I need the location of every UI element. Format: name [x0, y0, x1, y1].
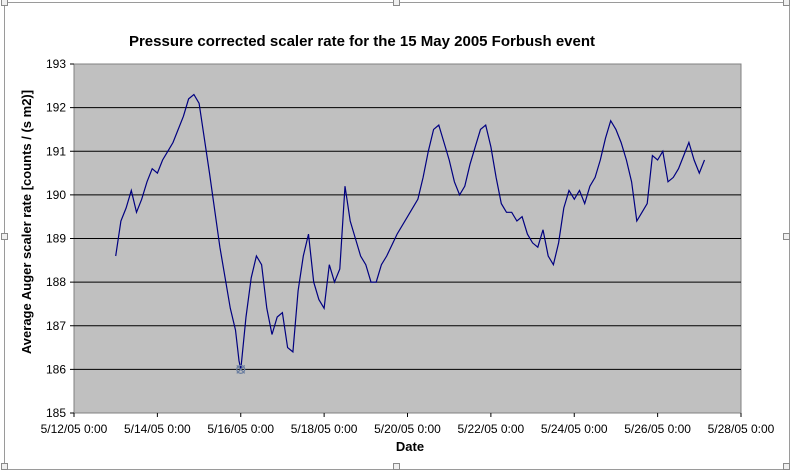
resize-handle-bottom-center[interactable] — [393, 463, 400, 470]
resize-handle-top-left[interactable] — [1, 0, 8, 6]
x-tick-label: 5/14/05 0:00 — [124, 422, 191, 436]
x-axis-title: Date — [396, 439, 424, 454]
x-tick-label: 5/24/05 0:00 — [541, 422, 608, 436]
resize-handle-middle-right[interactable] — [783, 233, 790, 240]
y-tick-label: 187 — [46, 319, 66, 333]
x-tick-label: 5/18/05 0:00 — [291, 422, 358, 436]
series-line[interactable] — [115, 93, 706, 370]
y-tick-label: 191 — [46, 144, 66, 158]
resize-handle-top-right[interactable] — [783, 0, 790, 6]
resize-handle-bottom-left[interactable] — [1, 463, 8, 470]
y-tick-label: 190 — [46, 188, 66, 202]
x-tick-label: 5/20/05 0:00 — [374, 422, 441, 436]
y-axis-title: Average Auger scaler rate [counts / (s m… — [19, 90, 34, 354]
marker-cross — [236, 364, 246, 374]
y-tick-label: 189 — [46, 232, 66, 246]
x-tick-label: 5/12/05 0:00 — [41, 422, 108, 436]
x-tick-label: 5/22/05 0:00 — [458, 422, 525, 436]
resize-handle-top-center[interactable] — [393, 0, 400, 6]
minimum-point-marker — [236, 364, 246, 374]
x-axis-ticks: 5/12/05 0:00 5/14/05 0:00 5/16/05 0:00 5/18… — [41, 413, 775, 436]
y-tick-label: 185 — [46, 406, 66, 420]
x-tick-label: 5/26/05 0:00 — [624, 422, 691, 436]
y-tick-label: 186 — [46, 362, 66, 376]
chart-title: Pressure corrected scaler rate for the 1… — [129, 33, 595, 50]
y-tick-label: 188 — [46, 275, 66, 289]
marker-circle — [236, 364, 246, 374]
gridlines — [74, 107, 741, 370]
y-tick-label: 192 — [46, 101, 66, 115]
x-tick-label: 5/28/05 0:00 — [708, 422, 775, 436]
resize-handle-middle-left[interactable] — [1, 233, 8, 240]
y-axis-ticks: 185 186 187 188 189 190 191 192 193 — [46, 57, 74, 420]
x-tick-label: 5/16/05 0:00 — [207, 422, 274, 436]
y-tick-label: 193 — [46, 57, 66, 71]
resize-handle-bottom-right[interactable] — [783, 463, 790, 470]
